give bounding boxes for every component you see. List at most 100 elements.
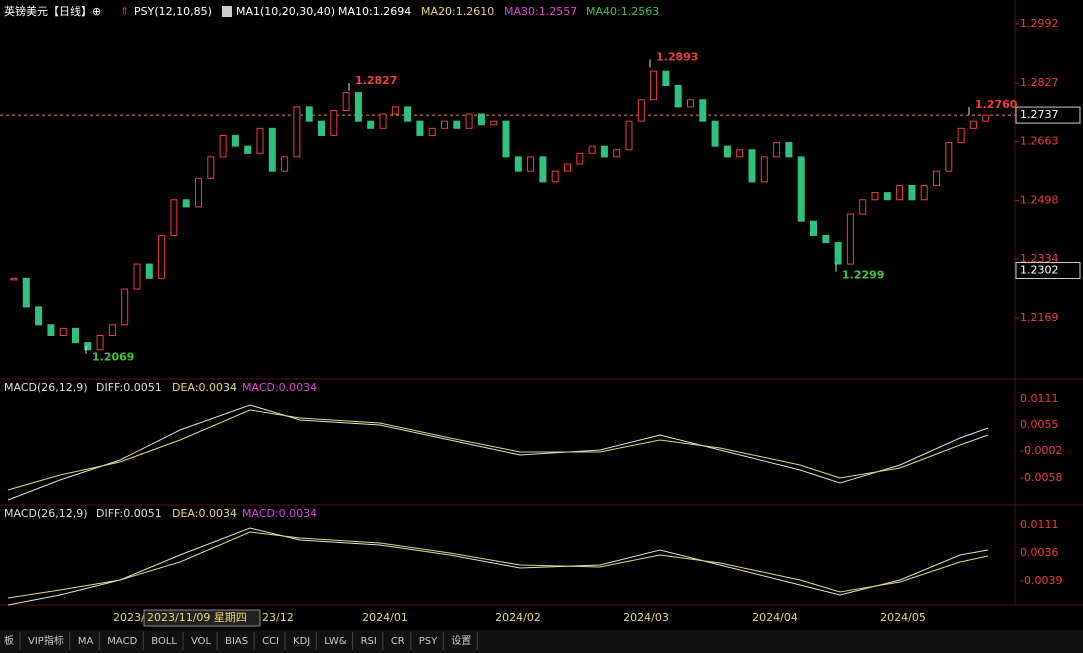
candle — [158, 234, 166, 279]
tab[interactable]: RSI — [361, 636, 377, 647]
candle — [72, 327, 79, 344]
candle — [551, 170, 559, 183]
candle — [514, 156, 522, 172]
candle — [613, 149, 621, 158]
candle — [268, 127, 276, 172]
candle — [281, 156, 289, 172]
macd-tick-label: 0.0111 — [1020, 518, 1059, 531]
y-tick-label: 1.2498 — [1020, 193, 1059, 206]
annotation: 1.2299 — [842, 269, 884, 282]
candle — [477, 113, 485, 126]
candle — [391, 106, 399, 115]
candle — [330, 109, 338, 136]
candle — [674, 84, 682, 108]
candle — [219, 134, 227, 158]
arrow: ⇑ — [120, 5, 129, 18]
annotation: 1.2827 — [355, 74, 397, 87]
candle — [22, 277, 30, 308]
candle — [896, 184, 904, 201]
candle — [650, 70, 658, 101]
candle — [883, 192, 891, 201]
candle — [133, 263, 141, 290]
tab-bar — [0, 630, 1083, 653]
candle — [859, 199, 867, 215]
candle — [182, 199, 190, 208]
tab[interactable]: CCI — [262, 636, 279, 647]
candle — [711, 120, 719, 147]
tab[interactable]: VIP指标 — [28, 634, 64, 647]
tab[interactable]: BOLL — [151, 636, 177, 647]
macd-name: MACD(26,12,9) — [4, 381, 88, 394]
candle — [539, 156, 547, 183]
candle — [687, 99, 694, 108]
ma20: MA20:1.2610 — [421, 5, 494, 18]
candle — [10, 277, 18, 281]
tab[interactable]: MACD — [107, 636, 137, 647]
candle — [84, 342, 92, 351]
icon — [222, 6, 232, 17]
tab[interactable]: 设置 — [451, 635, 471, 647]
candle — [576, 152, 584, 165]
macd-dea: DEA:0.0034 — [172, 381, 237, 394]
macd-tick-label: -0.0058 — [1020, 471, 1062, 484]
month-label: 2024/03 — [623, 611, 669, 624]
current-price-box — [1015, 106, 1081, 124]
macd-tick-label: 0.0055 — [1020, 418, 1059, 431]
ma-params: MA1(10,20,30,40) — [236, 5, 335, 18]
candle — [59, 327, 67, 337]
candle — [834, 242, 842, 265]
ma10: MA10:1.2694 — [338, 5, 411, 18]
candle — [736, 149, 744, 158]
macd-tick-label: 0.0036 — [1020, 546, 1059, 559]
candle — [404, 106, 412, 122]
candle — [231, 134, 239, 147]
tab[interactable]: 板 — [4, 634, 14, 647]
date-label: 2023/ — [113, 611, 145, 624]
macd-tick-label: -0.0039 — [1020, 574, 1062, 587]
macd-tick-label: -0.0002 — [1020, 444, 1062, 457]
candle — [637, 99, 645, 122]
candle — [846, 213, 854, 265]
candle — [957, 127, 965, 144]
candle — [354, 92, 362, 122]
date-label: 23/12 — [262, 611, 294, 624]
candle — [318, 120, 325, 136]
tab[interactable]: BIAS — [225, 636, 248, 647]
tab[interactable]: MA — [78, 636, 94, 647]
macd-dea: DEA:0.0034 — [172, 507, 237, 520]
y-tick-label: 1.2663 — [1020, 135, 1059, 148]
month-label: 2024/05 — [880, 611, 926, 624]
y-tick-label: 1.2827 — [1020, 76, 1059, 89]
candle — [945, 142, 953, 172]
macd-tick-label: 0.0111 — [1020, 392, 1059, 405]
candle — [933, 170, 940, 186]
candle — [121, 288, 129, 326]
macd-curve — [7, 531, 989, 599]
ma30: MA30:1.2557 — [504, 5, 577, 18]
candle — [600, 145, 608, 158]
candle — [908, 184, 916, 201]
candle — [256, 127, 264, 154]
tab[interactable]: CR — [391, 636, 405, 647]
tab[interactable]: LW& — [324, 636, 347, 647]
candle — [760, 156, 768, 183]
annotation: 1.2760 — [975, 98, 1018, 111]
candle — [379, 113, 387, 129]
candle — [723, 145, 731, 158]
date-cursor: 2023/11/09 星期四 — [147, 611, 247, 624]
annotation: 1.2893 — [656, 50, 698, 63]
tab[interactable]: VOL — [191, 636, 212, 647]
candle — [748, 149, 756, 183]
candle — [527, 156, 535, 172]
tab[interactable]: KDJ — [293, 636, 310, 647]
month-label: 2024/04 — [752, 611, 798, 624]
candle — [47, 324, 55, 337]
candle — [416, 120, 424, 136]
candle — [490, 120, 498, 126]
tab[interactable]: PSY — [419, 636, 438, 647]
candle — [822, 234, 830, 244]
candle — [773, 142, 781, 158]
psy: PSY(12,10,85) — [134, 5, 212, 18]
candle — [785, 142, 793, 158]
